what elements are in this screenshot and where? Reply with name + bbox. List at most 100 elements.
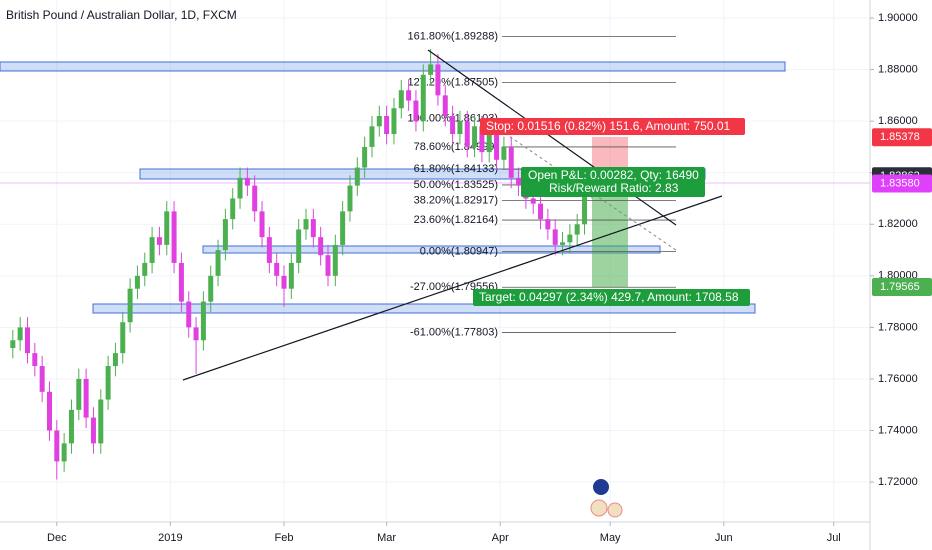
candle-body [274, 262, 280, 276]
candle-body [200, 301, 206, 341]
fib-label: 50.00%(1.83525) [414, 179, 498, 191]
candle-body [296, 229, 302, 263]
candle-body [435, 64, 441, 96]
candle-body [134, 275, 140, 289]
x-tick-label: Jun [715, 532, 733, 544]
candle-body [178, 262, 184, 302]
candle-body [508, 146, 514, 178]
candle-body [76, 378, 82, 410]
stop-label: Stop: 0.01516 (0.82%) 151.6, Amount: 750… [486, 119, 731, 133]
y-tick-label: 1.86000 [878, 115, 918, 127]
candle-body [310, 219, 316, 238]
candle-body [560, 242, 566, 245]
price-tag [872, 174, 932, 193]
fib-label: -61.00%(1.77803) [410, 326, 498, 338]
candle-body [472, 126, 478, 147]
price-tag-label: 1.83580 [880, 177, 920, 189]
x-tick-label: Dec [47, 532, 67, 544]
candle-body [391, 108, 397, 135]
event-icon[interactable] [590, 499, 608, 517]
candle-body [83, 378, 89, 418]
candle-body [340, 211, 346, 245]
candle-body [32, 353, 38, 367]
candle-body [347, 185, 353, 212]
fib-label: 78.60%(1.84999) [414, 141, 498, 153]
candle-body [46, 391, 52, 431]
candle-body [17, 327, 23, 341]
candle-body [369, 126, 375, 147]
stop-label-box [480, 118, 745, 135]
candle-body [112, 353, 118, 367]
candle-body [552, 229, 558, 245]
candle-body [252, 185, 258, 212]
candle-body [156, 237, 162, 245]
zone [0, 61, 786, 72]
candle-body [450, 116, 456, 135]
candle-body [530, 198, 536, 204]
price-tag [872, 278, 932, 297]
candle-body [193, 327, 199, 341]
event-icon[interactable] [607, 502, 623, 518]
candle-body [457, 121, 463, 135]
axes: 1.900001.880001.860001.840001.820001.800… [47, 12, 932, 544]
candle-body [259, 211, 265, 238]
candle-body [237, 177, 243, 199]
zone [202, 245, 661, 254]
candle-body [68, 409, 74, 444]
y-tick-label: 1.76000 [878, 373, 918, 385]
y-tick-label: 1.78000 [878, 321, 918, 333]
event-icon[interactable] [593, 479, 609, 495]
candle-body [406, 90, 412, 101]
fib-label: 38.20%(1.82917) [414, 195, 498, 207]
trend-line [182, 195, 723, 381]
candle-body [516, 177, 522, 186]
candle-body [10, 340, 16, 348]
candle-body [303, 219, 309, 230]
candle-body [120, 322, 126, 354]
candle-body [127, 288, 133, 323]
price-tag-label: 1.85378 [880, 131, 920, 143]
candle-body [142, 262, 148, 276]
candle-body [479, 126, 485, 153]
candle-body [464, 121, 470, 147]
candle-body [244, 177, 250, 186]
x-tick-label: May [600, 532, 621, 544]
zone [92, 303, 756, 314]
candle-body [54, 430, 60, 462]
candle-body [332, 244, 338, 276]
x-tick-label: Jul [827, 532, 841, 544]
candle-body [538, 203, 544, 220]
candle-body [362, 146, 368, 168]
candle-body [105, 366, 111, 400]
candle-body [413, 100, 419, 122]
candle-body [230, 198, 236, 220]
y-tick-label: 1.82000 [878, 218, 918, 230]
fib-label: 23.60%(1.82164) [414, 214, 498, 226]
y-tick-label: 1.74000 [878, 424, 918, 436]
open-label: Open P&L: 0.00282, Qty: 16490 [528, 168, 699, 182]
candle-body [486, 134, 492, 153]
x-tick-label: 2019 [158, 532, 182, 544]
candle-body [266, 237, 272, 263]
candle-body [61, 443, 67, 462]
candle-body [98, 399, 104, 444]
fib-label: 161.80%(1.89288) [407, 30, 498, 42]
candle-body [90, 417, 96, 444]
open-label-box [521, 167, 705, 197]
candles [10, 48, 595, 480]
candle-body [318, 237, 324, 256]
candle-body [222, 219, 228, 251]
candle-body [501, 146, 507, 160]
candle-body [428, 64, 434, 75]
candle-body [354, 167, 360, 186]
target-label-box [473, 289, 750, 306]
candle-body [376, 116, 382, 127]
candle-body [281, 275, 287, 289]
candle-body [494, 134, 500, 160]
candle-body [384, 116, 390, 135]
fib-label: 61.80%(1.84133) [414, 163, 498, 175]
candle-body [325, 255, 331, 276]
candle-body [171, 211, 177, 263]
